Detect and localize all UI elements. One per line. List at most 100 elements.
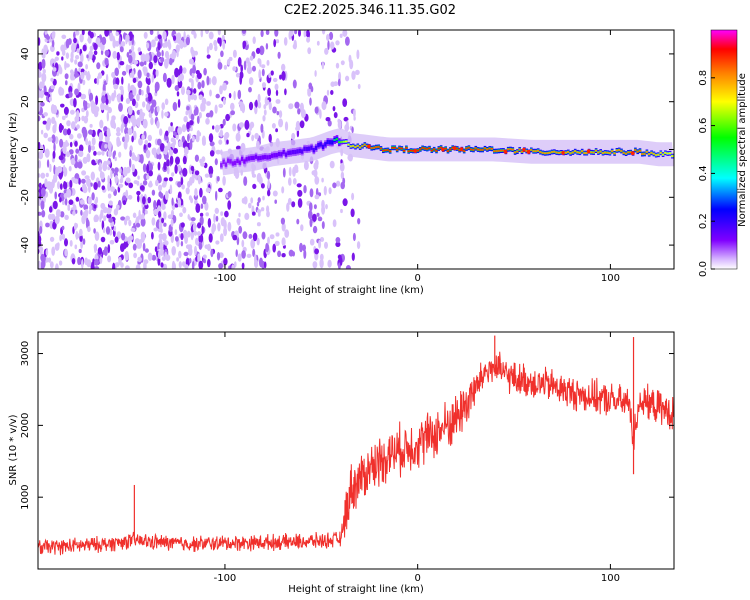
y-tick-label: 40 xyxy=(20,48,31,61)
ridge-cell-core xyxy=(511,148,515,151)
noise-speckle xyxy=(267,236,270,245)
noise-speckle xyxy=(286,202,290,212)
noise-speckle xyxy=(141,134,145,141)
spectrogram-x-label: Height of straight line (km) xyxy=(288,285,424,296)
noise-speckle xyxy=(293,164,299,173)
noise-speckle xyxy=(219,85,223,95)
noise-speckle xyxy=(278,118,284,128)
ridge-cell-core xyxy=(395,149,399,151)
noise-speckle xyxy=(209,150,215,157)
ridge-cell-core xyxy=(594,149,598,152)
noise-speckle xyxy=(42,53,46,59)
ridge-cell-mid xyxy=(277,151,281,157)
noise-speckle xyxy=(238,212,241,218)
ridge-cell-mid xyxy=(305,146,309,152)
noise-speckle xyxy=(93,215,97,223)
noise-speckle xyxy=(328,31,334,41)
noise-speckle xyxy=(346,120,349,130)
noise-speckle xyxy=(353,108,356,118)
ridge-cell-core xyxy=(548,152,552,154)
noise-speckle xyxy=(61,56,64,61)
noise-speckle xyxy=(246,66,253,75)
noise-speckle xyxy=(103,215,107,222)
noise-speckle xyxy=(38,37,41,46)
noise-speckle xyxy=(199,187,203,198)
noise-speckle xyxy=(215,240,220,245)
noise-speckle xyxy=(126,166,131,174)
ridge-cell-mid xyxy=(289,150,293,155)
noise-speckle xyxy=(130,227,136,232)
noise-speckle xyxy=(87,102,91,109)
noise-speckle xyxy=(326,89,330,96)
noise-speckle xyxy=(78,228,83,237)
noise-speckle xyxy=(81,258,84,269)
noise-speckle xyxy=(106,213,112,219)
ridge-cell-core xyxy=(472,149,475,151)
ridge-cell-mid xyxy=(282,149,286,155)
noise-speckle xyxy=(197,253,201,264)
noise-speckle xyxy=(188,257,192,264)
ridge-peak-dot xyxy=(586,149,591,154)
noise-speckle xyxy=(269,234,275,240)
noise-speckle xyxy=(92,54,95,63)
noise-speckle xyxy=(183,115,188,123)
noise-speckle xyxy=(263,261,267,269)
noise-speckle xyxy=(223,227,228,237)
noise-speckle xyxy=(156,51,161,58)
noise-speckle xyxy=(110,170,113,179)
noise-speckle xyxy=(68,199,74,205)
ridge-cell-mid xyxy=(266,155,269,160)
noise-speckle xyxy=(241,30,247,34)
noise-speckle xyxy=(116,93,122,103)
noise-speckle xyxy=(214,158,218,166)
colorbar-tick-label: 0.4 xyxy=(698,165,709,181)
noise-speckle xyxy=(143,144,146,150)
noise-speckle xyxy=(292,178,297,185)
noise-speckle xyxy=(118,151,122,158)
noise-speckle xyxy=(327,40,330,51)
ridge-peak-dot xyxy=(503,149,508,154)
noise-speckle xyxy=(215,93,220,99)
noise-speckle xyxy=(69,133,74,140)
noise-speckle xyxy=(119,61,125,66)
noise-speckle xyxy=(59,197,62,203)
noise-speckle xyxy=(144,210,148,215)
noise-speckle xyxy=(303,30,307,38)
noise-speckle xyxy=(148,61,153,70)
ridge-cell-core xyxy=(361,145,364,147)
noise-speckle xyxy=(123,116,129,125)
noise-speckle xyxy=(312,261,318,269)
ridge-cell-core xyxy=(525,150,528,152)
noise-speckle xyxy=(132,212,137,219)
noise-speckle xyxy=(67,204,70,209)
ridge-cell-core xyxy=(634,149,637,151)
noise-speckle xyxy=(81,170,87,176)
noise-speckle xyxy=(205,187,211,193)
spectrogram-noise xyxy=(38,30,361,269)
noise-speckle xyxy=(104,144,108,149)
noise-speckle xyxy=(267,189,271,197)
ridge-cell-core xyxy=(555,151,558,154)
noise-speckle xyxy=(73,37,77,44)
noise-speckle xyxy=(113,208,119,216)
noise-speckle xyxy=(139,185,145,191)
noise-speckle xyxy=(49,163,52,173)
ridge-cell-mid xyxy=(222,159,225,164)
ridge-cell-core xyxy=(379,147,383,150)
noise-speckle xyxy=(69,141,73,148)
noise-speckle xyxy=(239,74,243,85)
noise-speckle xyxy=(59,124,64,131)
noise-speckle xyxy=(99,213,102,223)
noise-speckle xyxy=(342,30,348,37)
ridge-cell-core xyxy=(654,154,658,156)
noise-speckle xyxy=(44,148,50,158)
noise-speckle xyxy=(177,126,183,135)
noise-speckle xyxy=(216,176,220,182)
noise-speckle xyxy=(85,63,88,70)
noise-speckle xyxy=(108,200,113,206)
noise-speckle xyxy=(47,137,53,142)
noise-speckle xyxy=(114,40,120,47)
noise-speckle xyxy=(232,234,238,241)
noise-speckle xyxy=(142,180,148,186)
noise-speckle xyxy=(261,231,266,240)
